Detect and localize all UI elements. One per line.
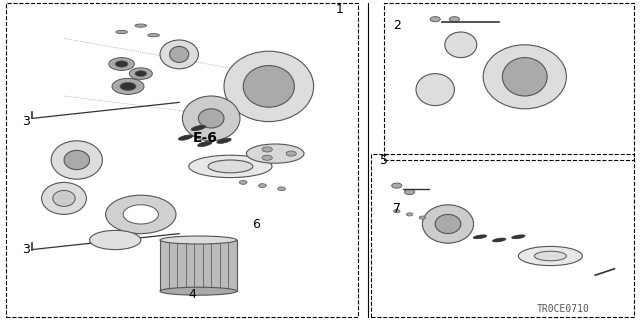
Circle shape bbox=[120, 83, 136, 91]
Circle shape bbox=[262, 147, 273, 152]
Ellipse shape bbox=[160, 236, 237, 244]
Circle shape bbox=[112, 78, 144, 94]
Ellipse shape bbox=[243, 66, 294, 107]
Ellipse shape bbox=[198, 141, 212, 147]
Text: 6: 6 bbox=[252, 218, 260, 230]
Ellipse shape bbox=[474, 235, 486, 239]
Circle shape bbox=[449, 17, 460, 22]
Ellipse shape bbox=[416, 74, 454, 106]
Ellipse shape bbox=[106, 195, 176, 234]
Ellipse shape bbox=[422, 205, 474, 243]
Ellipse shape bbox=[182, 96, 240, 141]
Circle shape bbox=[262, 155, 273, 160]
Ellipse shape bbox=[135, 24, 147, 27]
Circle shape bbox=[259, 184, 266, 188]
Ellipse shape bbox=[483, 45, 566, 109]
Text: 3: 3 bbox=[22, 243, 29, 256]
Text: 1: 1 bbox=[335, 3, 343, 16]
Circle shape bbox=[129, 68, 152, 79]
Circle shape bbox=[394, 210, 400, 213]
Ellipse shape bbox=[160, 40, 198, 69]
Ellipse shape bbox=[148, 34, 159, 37]
Text: E-6: E-6 bbox=[193, 131, 217, 145]
Ellipse shape bbox=[90, 230, 141, 250]
Ellipse shape bbox=[179, 135, 193, 140]
Circle shape bbox=[115, 61, 128, 67]
Ellipse shape bbox=[189, 155, 272, 178]
Text: 4: 4 bbox=[188, 288, 196, 301]
Circle shape bbox=[404, 189, 415, 195]
Circle shape bbox=[239, 180, 247, 184]
Ellipse shape bbox=[512, 235, 525, 239]
Text: 7: 7 bbox=[393, 202, 401, 214]
Circle shape bbox=[406, 213, 413, 216]
Circle shape bbox=[135, 71, 147, 76]
Ellipse shape bbox=[42, 182, 86, 214]
Text: 3: 3 bbox=[22, 115, 29, 128]
Ellipse shape bbox=[64, 150, 90, 170]
Text: TR0CE0710: TR0CE0710 bbox=[537, 304, 589, 314]
Circle shape bbox=[430, 17, 440, 22]
Ellipse shape bbox=[51, 141, 102, 179]
Ellipse shape bbox=[52, 190, 76, 206]
Ellipse shape bbox=[224, 51, 314, 122]
Circle shape bbox=[278, 187, 285, 191]
Ellipse shape bbox=[493, 238, 506, 242]
Ellipse shape bbox=[191, 125, 205, 131]
Ellipse shape bbox=[534, 251, 566, 261]
Ellipse shape bbox=[246, 144, 304, 163]
Ellipse shape bbox=[435, 214, 461, 234]
Circle shape bbox=[392, 183, 402, 188]
Ellipse shape bbox=[518, 246, 582, 266]
Bar bbox=[160, 240, 237, 291]
Ellipse shape bbox=[170, 46, 189, 62]
Ellipse shape bbox=[208, 160, 253, 173]
Ellipse shape bbox=[124, 205, 159, 224]
Circle shape bbox=[286, 151, 296, 156]
Text: 2: 2 bbox=[393, 19, 401, 32]
Text: 5: 5 bbox=[380, 154, 388, 166]
Circle shape bbox=[419, 216, 426, 219]
Ellipse shape bbox=[502, 58, 547, 96]
Ellipse shape bbox=[217, 138, 231, 143]
Ellipse shape bbox=[116, 30, 127, 34]
Ellipse shape bbox=[160, 287, 237, 295]
Circle shape bbox=[109, 58, 134, 70]
Ellipse shape bbox=[198, 109, 224, 128]
Ellipse shape bbox=[445, 32, 477, 58]
